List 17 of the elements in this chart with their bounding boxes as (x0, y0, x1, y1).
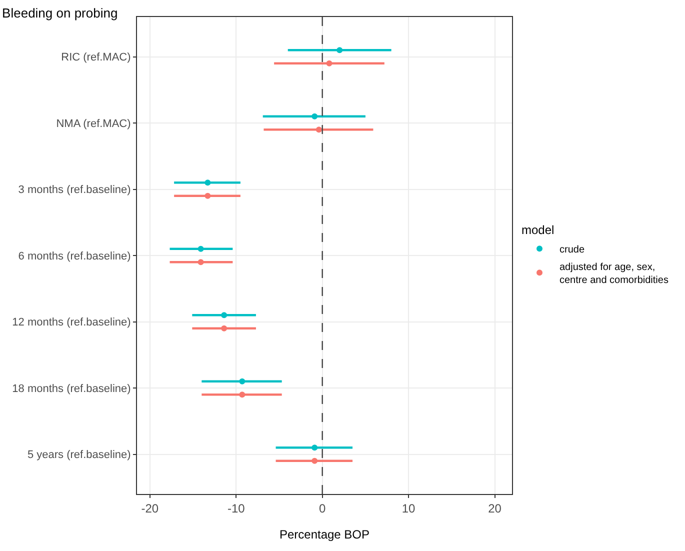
chart-title: Bleeding on probing (2, 5, 118, 20)
y-tick-label: 18 months (ref.baseline) (12, 382, 131, 395)
legend-label: adjusted for age, sex, centre and comorbidities (560, 262, 668, 286)
x-tick-label: -20 (141, 501, 159, 516)
x-tick-label: -10 (227, 501, 246, 516)
y-tick-label: 3 months (ref.baseline) (18, 184, 131, 196)
legend-title: model (522, 223, 554, 238)
x-axis-title: Percentage BOP (279, 527, 370, 542)
y-tick-label: 12 months (ref.baseline) (12, 316, 131, 329)
y-tick-label: 5 years (ref.baseline) (27, 449, 131, 462)
x-tick-label: 10 (402, 501, 416, 516)
x-tick-label: 20 (488, 501, 502, 516)
x-tick-label: 0 (318, 501, 326, 516)
y-tick-label: RIC (ref.MAC) (61, 52, 131, 64)
legend-label: crude (560, 244, 585, 256)
y-tick-label: 6 months (ref.baseline) (18, 250, 131, 262)
y-tick-label: NMA (ref.MAC) (56, 118, 131, 130)
